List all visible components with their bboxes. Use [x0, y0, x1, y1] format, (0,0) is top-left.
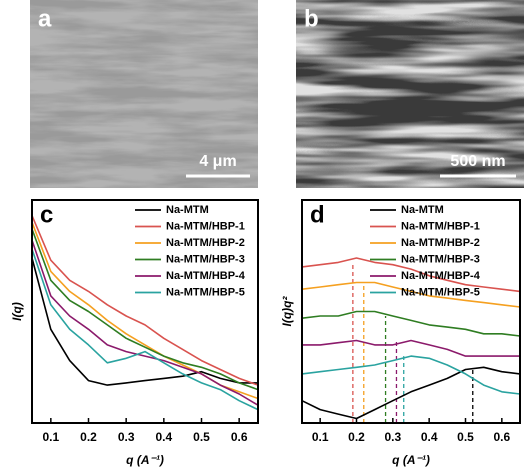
legend-label: Na-MTM/HBP-4: [166, 270, 246, 282]
x-axis-label: q (A⁻¹): [126, 453, 164, 467]
series-line: [31, 257, 258, 386]
x-tick-label: 0.3: [384, 430, 401, 444]
legend-label: Na-MTM/HBP-1: [166, 220, 245, 232]
x-tick-label: 0.2: [80, 430, 97, 444]
x-tick-label: 0.6: [493, 430, 510, 444]
legend-label: Na-MTM/HBP-5: [166, 286, 245, 298]
x-tick-label: 0.2: [348, 430, 365, 444]
series-line: [31, 215, 259, 386]
series-line: [301, 257, 521, 293]
panel-label: b: [304, 5, 319, 32]
x-tick-label: 0.4: [421, 430, 438, 444]
sem-image-a: a 4 μm: [30, 0, 258, 188]
y-axis-label: I(q)q²: [280, 296, 294, 327]
series-line: [31, 239, 259, 406]
x-axis-label: q (A⁻¹): [392, 453, 430, 467]
x-tick-label: 0.3: [118, 430, 135, 444]
plot-frame: [31, 199, 259, 424]
series-line: [302, 339, 520, 357]
x-tick-label: 0.1: [312, 430, 329, 444]
x-tick-label: 0.5: [193, 430, 210, 444]
x-tick-label: 0.4: [155, 430, 172, 444]
series-line: [31, 228, 259, 391]
y-axis-label: I(q): [10, 302, 24, 321]
plot-frame: [301, 199, 521, 424]
x-tick-label: 0.1: [42, 430, 59, 444]
series-line: [301, 366, 521, 420]
legend-label: Na-MTM/HBP-1: [401, 220, 480, 232]
scale-bar-label: 4 μm: [199, 153, 236, 170]
legend-label: Na-MTM: [166, 204, 209, 216]
series-line: [301, 281, 521, 308]
legend-label: Na-MTM/HBP-2: [401, 237, 480, 249]
legend-label: Na-MTM/HBP-2: [166, 237, 245, 249]
sem-image-b: b 500 nm: [296, 0, 524, 188]
panel-label: c: [40, 201, 53, 228]
legend-label: Na-MTM/HBP-5: [401, 286, 480, 298]
series-line: [31, 248, 259, 411]
legend-label: Na-MTM: [401, 204, 444, 216]
x-tick-label: 0.5: [457, 430, 474, 444]
legend-label: Na-MTM/HBP-4: [401, 270, 481, 282]
series-line: [301, 355, 521, 395]
panel-label: a: [38, 5, 52, 32]
legend-label: Na-MTM/HBP-3: [166, 253, 245, 265]
panel-label: d: [310, 201, 325, 228]
series-line: [301, 310, 521, 337]
scale-bar-label: 500 nm: [450, 153, 505, 170]
x-tick-label: 0.6: [231, 430, 248, 444]
legend-label: Na-MTM/HBP-3: [401, 253, 480, 265]
